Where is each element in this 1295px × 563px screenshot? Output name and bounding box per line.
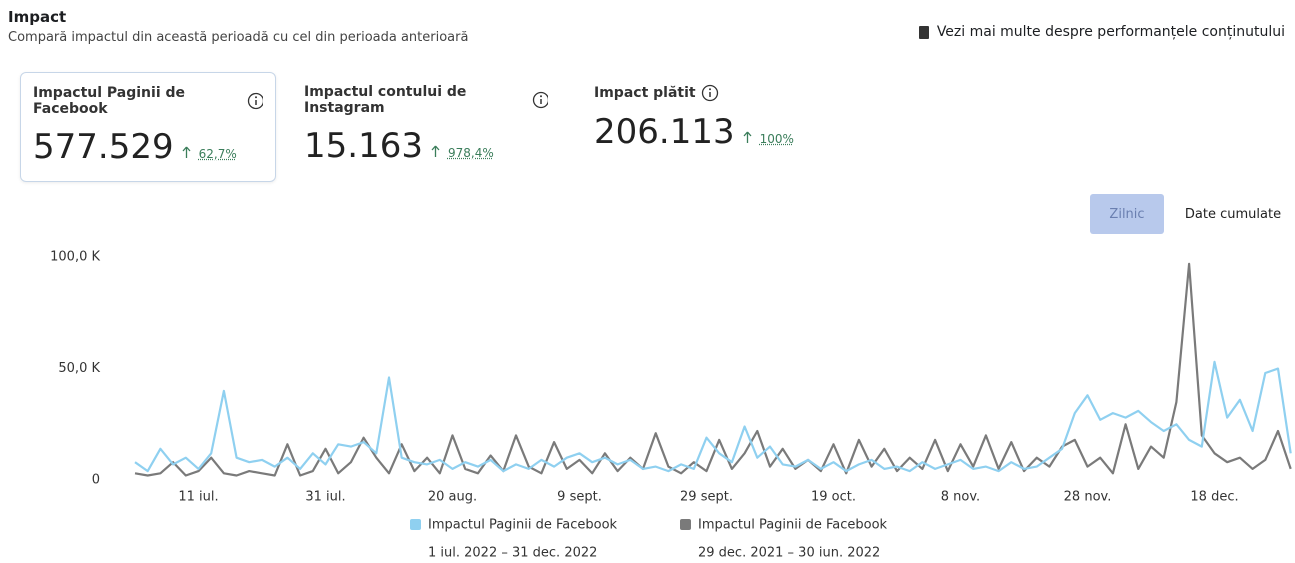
y-tick-label: 50,0 K (58, 361, 100, 376)
x-tick-label: 18 dec. (1190, 490, 1238, 505)
legend-swatch (680, 519, 691, 530)
link-text[interactable]: Vezi mai multe despre performanțele conț… (936, 24, 1285, 40)
toggle-cumulative[interactable]: Date cumulate (1184, 206, 1282, 222)
up-arrow (743, 131, 752, 143)
up-arrow (182, 146, 191, 158)
series-line (134, 262, 1292, 477)
x-tick-label: 9 sept. (557, 490, 602, 505)
metric-header: Impactul Paginii de Facebook (33, 85, 263, 117)
y-tick-label: 0 (92, 473, 100, 488)
metric-row: 15.163 978,4% (304, 126, 548, 166)
metric-row: 577.529 62,7% (33, 127, 263, 167)
x-tick-label: 28 nov. (1064, 490, 1112, 505)
metric-label: Impact plătit (594, 85, 696, 101)
metric-value: 15.163 (304, 126, 423, 166)
x-tick-label: 31 iul. (305, 490, 345, 505)
up-arrow (431, 145, 440, 157)
legend-period: 1 iul. 2022 – 31 dec. 2022 (428, 546, 597, 561)
x-tick-label: 19 oct. (811, 490, 856, 505)
x-tick-label: 20 aug. (428, 490, 477, 505)
section-subtitle: Compară impactul din această perioadă cu… (8, 30, 469, 45)
metric-card[interactable]: Impactul contului de Instagram 15.163 978,… (290, 72, 560, 182)
y-tick-label: 100,0 K (50, 250, 100, 265)
book-icon (918, 25, 929, 39)
section-title: Impact (8, 8, 67, 26)
metric-header: Impactul contului de Instagram (304, 84, 548, 116)
metric-value: 577.529 (33, 127, 174, 167)
legend-label: Impactul Paginii de Facebook (428, 518, 618, 533)
series-line (134, 360, 1292, 473)
legend-period: 29 dec. 2021 – 30 iun. 2022 (698, 546, 880, 561)
metric-change: 100% (759, 132, 794, 146)
metric-value: 206.113 (594, 112, 735, 152)
legend-swatch (410, 519, 421, 530)
performance-link[interactable]: Vezi mai multe despre performanțele conț… (918, 24, 1285, 40)
toggle-daily[interactable]: Zilnic (1090, 194, 1164, 234)
metric-card[interactable]: Impact plătit 206.113 100% (580, 72, 820, 182)
info-icon[interactable] (701, 84, 719, 102)
legend-label: Impactul Paginii de Facebook (698, 518, 888, 533)
metric-label: Impactul Paginii de Facebook (33, 85, 186, 117)
metric-label: Impactul contului de Instagram (304, 84, 467, 116)
x-tick-label: 8 nov. (941, 490, 980, 505)
info-icon[interactable] (532, 91, 548, 109)
info-icon[interactable] (247, 92, 263, 110)
metric-row: 206.113 100% (594, 112, 808, 152)
x-tick-label: 11 iul. (178, 490, 218, 505)
metric-change: 62,7% (198, 147, 237, 161)
metric-card[interactable]: Impactul Paginii de Facebook 577.529 62,7% (20, 72, 276, 182)
x-tick-label: 29 sept. (680, 490, 733, 505)
metric-header: Impact plătit (594, 84, 808, 102)
metric-change: 978,4% (447, 146, 494, 160)
